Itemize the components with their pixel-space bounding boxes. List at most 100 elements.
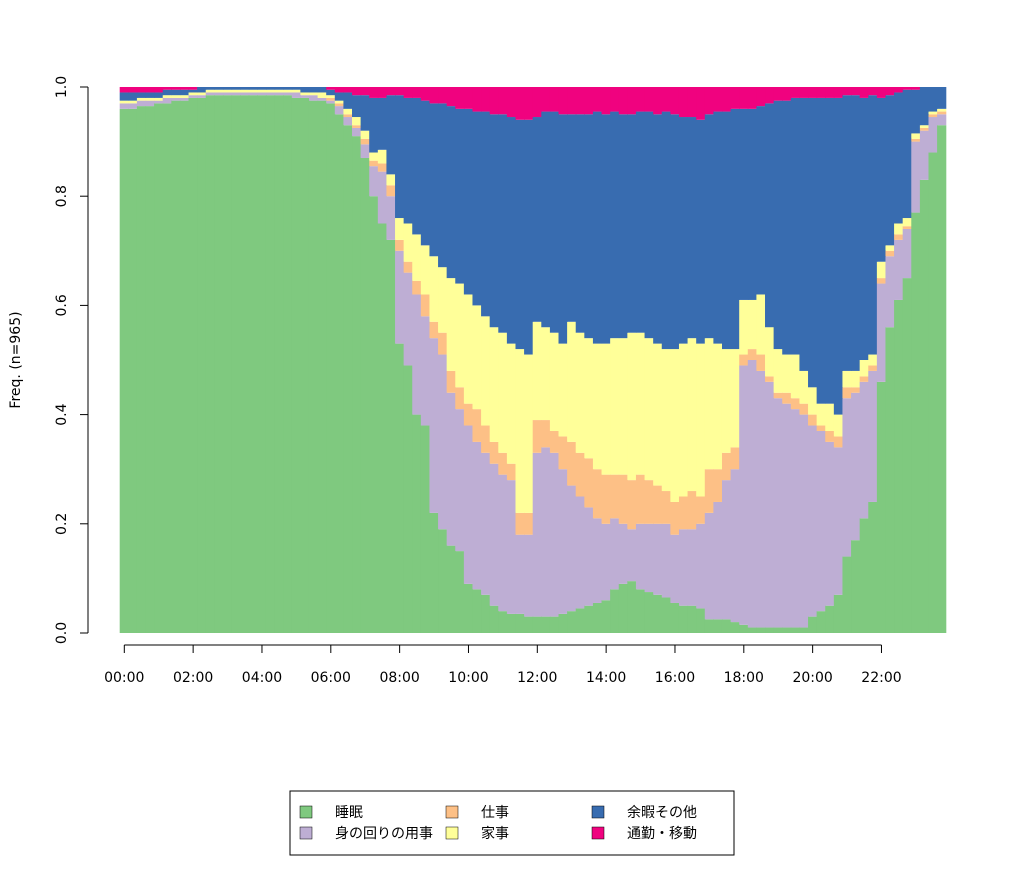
bar-segment	[455, 87, 465, 109]
bar-segment	[265, 87, 276, 90]
bar-segment	[627, 581, 637, 633]
bar-segment	[653, 594, 663, 633]
bar-segment	[584, 87, 594, 115]
y-axis-label: Freq. (n=965)	[8, 311, 24, 408]
bar-segment	[248, 87, 258, 90]
bar-segment	[894, 239, 904, 300]
bar-segment	[704, 338, 714, 470]
bar-segment	[592, 87, 603, 112]
bar-segment	[515, 512, 525, 535]
bar-segment	[825, 97, 835, 404]
y-tick-label: 0.6	[54, 294, 70, 316]
bar-segment	[842, 95, 852, 371]
bar-segment	[343, 125, 353, 633]
bar-segment	[222, 92, 233, 96]
bar-segment	[446, 392, 456, 546]
bar-segment	[704, 619, 714, 633]
bar-segment	[498, 332, 508, 453]
bar-segment	[670, 349, 680, 502]
bar-segment	[747, 349, 758, 360]
bar-segment	[326, 95, 336, 98]
bar-segment	[154, 92, 164, 98]
bar-segment	[790, 627, 801, 633]
bar-segment	[765, 627, 775, 633]
bar-segment	[653, 87, 663, 115]
legend-swatch	[445, 826, 459, 840]
bar-segment	[420, 425, 431, 633]
bar-segment	[119, 108, 129, 634]
bar-segment	[661, 349, 671, 492]
bar-segment	[799, 87, 809, 98]
bar-segment	[678, 87, 689, 118]
bar-segment	[575, 87, 585, 115]
bar-segment	[713, 111, 723, 344]
bar-segment	[222, 87, 233, 90]
x-tick-label: 06:00	[311, 670, 351, 686]
bar-segment	[911, 87, 921, 90]
bar-segment	[360, 130, 370, 139]
bar-segment	[584, 507, 594, 606]
bar-segment	[885, 95, 895, 246]
bar-segment	[257, 95, 267, 633]
bar-segment	[713, 87, 723, 112]
bar-segment	[911, 141, 921, 213]
bar-segment	[395, 343, 405, 633]
bar-segment	[352, 117, 362, 126]
bar-segment	[713, 469, 723, 502]
bar-segment	[524, 616, 534, 633]
bar-segment	[894, 87, 904, 93]
y-tick-label: 0.2	[54, 513, 70, 535]
bar-segment	[747, 627, 758, 633]
bar-segment	[119, 103, 129, 109]
bar-segment	[790, 354, 801, 399]
bar-segment	[162, 97, 172, 104]
bar-segment	[395, 218, 405, 240]
bar-segment	[455, 551, 465, 633]
bar-segment	[765, 381, 775, 628]
bar-segment	[558, 343, 568, 437]
bar-segment	[446, 370, 456, 393]
bar-segment	[825, 87, 835, 98]
bar-segment	[627, 529, 637, 582]
bar-segment	[773, 392, 783, 399]
bar-segment	[567, 114, 577, 322]
bar-segment	[489, 463, 499, 606]
bar-segment	[833, 594, 844, 633]
bar-segment	[833, 414, 844, 437]
bar-segment	[481, 87, 491, 112]
bar-segment	[696, 523, 706, 609]
bar-segment	[670, 87, 680, 115]
bar-segment	[567, 321, 577, 442]
bar-segment	[317, 87, 327, 93]
bar-segment	[687, 87, 697, 118]
y-tick-label: 0.8	[54, 185, 70, 207]
bar-segment	[635, 332, 646, 475]
bar-segment	[386, 239, 396, 633]
bar-segment	[360, 95, 370, 131]
bar-segment	[721, 111, 732, 350]
bar-segment	[816, 425, 826, 431]
bar-segment	[704, 469, 714, 513]
bar-segment	[429, 512, 439, 633]
legend-box	[289, 790, 735, 856]
bar-segment	[567, 87, 577, 115]
bar-segment	[334, 106, 345, 115]
bar-segment	[713, 501, 723, 620]
bar-segment	[618, 523, 628, 584]
legend-swatch	[591, 826, 605, 840]
x-tick-label: 08:00	[379, 670, 419, 686]
bar-segment	[171, 87, 181, 90]
bar-segment	[386, 196, 396, 240]
bar-segment	[317, 97, 327, 101]
bar-segment	[352, 127, 362, 137]
bar-segment	[283, 95, 293, 633]
bar-segment	[154, 97, 164, 101]
bar-segment	[489, 114, 499, 328]
bar-segment	[816, 97, 826, 404]
bar-segment	[352, 136, 362, 633]
bar-segment	[782, 354, 792, 393]
bar-segment	[541, 447, 551, 617]
bar-segment	[644, 523, 654, 593]
bar-segment	[747, 360, 758, 628]
bar-segment	[352, 95, 362, 118]
